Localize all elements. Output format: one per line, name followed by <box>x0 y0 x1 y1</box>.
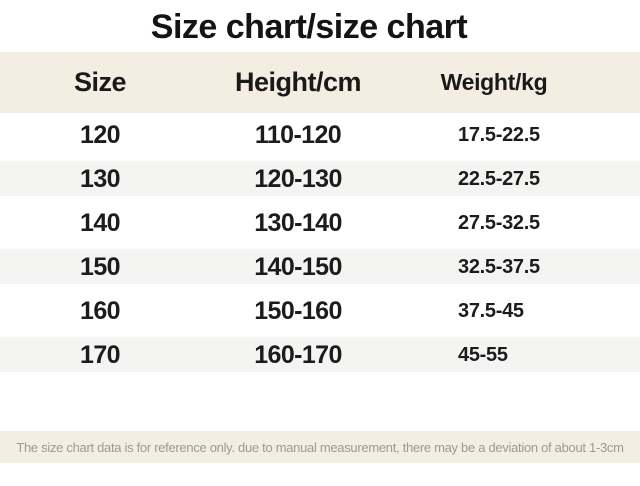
weight-cell: 32.5-37.5 <box>458 255 540 278</box>
column-header-height: Height/cm <box>234 67 362 97</box>
height-cell: 140-150 <box>254 252 342 281</box>
table-row: 170 160-170 45-55 <box>0 333 640 377</box>
page-title: Size chart/size chart <box>150 8 468 46</box>
weight-cell: 37.5-45 <box>458 299 524 322</box>
table-row: 130 120-130 22.5-27.5 <box>0 157 640 201</box>
size-cell: 150 <box>80 252 121 281</box>
weight-cell: 45-55 <box>458 343 508 366</box>
table-row: 140 130-140 27.5-32.5 <box>0 201 640 245</box>
size-cell: 170 <box>80 340 121 369</box>
size-cell: 140 <box>80 208 121 237</box>
table-body: 120 110-120 17.5-22.5 130 120-130 22.5-27.5 14… <box>0 113 640 377</box>
height-cell: 160-170 <box>254 340 342 369</box>
weight-cell: 22.5-27.5 <box>458 167 540 190</box>
height-cell: 120-130 <box>254 164 342 193</box>
weight-cell: 17.5-22.5 <box>458 123 540 146</box>
table-row: 150 140-150 32.5-37.5 <box>0 245 640 289</box>
height-cell: 130-140 <box>254 208 342 237</box>
table-header-row: Size Height/cm Weight/kg <box>0 52 640 113</box>
column-header-weight: Weight/kg <box>440 69 548 95</box>
table-row: 120 110-120 17.5-22.5 <box>0 113 640 157</box>
height-cell: 110-120 <box>254 120 342 149</box>
column-header-size: Size <box>73 67 127 97</box>
size-cell: 120 <box>80 120 121 149</box>
size-cell: 130 <box>80 164 121 193</box>
footer-note-bar: The size chart data is for reference onl… <box>0 431 640 463</box>
footer-note: The size chart data is for reference onl… <box>16 439 624 455</box>
table-row: 160 150-160 37.5-45 <box>0 289 640 333</box>
height-cell: 150-160 <box>254 296 342 325</box>
size-cell: 160 <box>80 296 121 325</box>
weight-cell: 27.5-32.5 <box>458 211 540 234</box>
